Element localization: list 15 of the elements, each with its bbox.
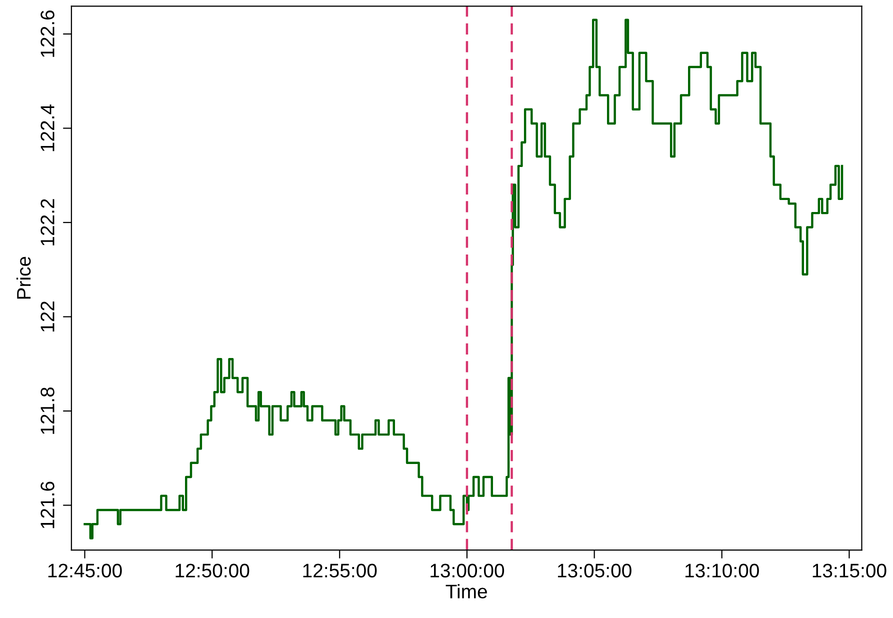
x-tick-label: 12:50:00 xyxy=(176,564,250,578)
x-tick-label: 12:55:00 xyxy=(303,564,377,578)
x-tick-label: 13:05:00 xyxy=(558,564,632,578)
y-tick-label: 122.2 xyxy=(40,199,54,246)
y-tick-label: 122 xyxy=(40,301,54,332)
x-tick-label: 13:00:00 xyxy=(430,564,504,578)
x-tick-label: 13:15:00 xyxy=(812,564,886,578)
y-tick-label: 121.6 xyxy=(40,482,54,528)
x-tick-label: 13:10:00 xyxy=(685,564,759,578)
x-axis-title: Time xyxy=(446,584,487,598)
y-tick-label: 121.8 xyxy=(40,388,54,434)
y-tick-label: 122.6 xyxy=(40,10,54,57)
x-tick-label: 12:45:00 xyxy=(48,564,122,578)
y-tick-label: 122.4 xyxy=(40,104,54,152)
y-axis-title: Price xyxy=(16,256,31,299)
